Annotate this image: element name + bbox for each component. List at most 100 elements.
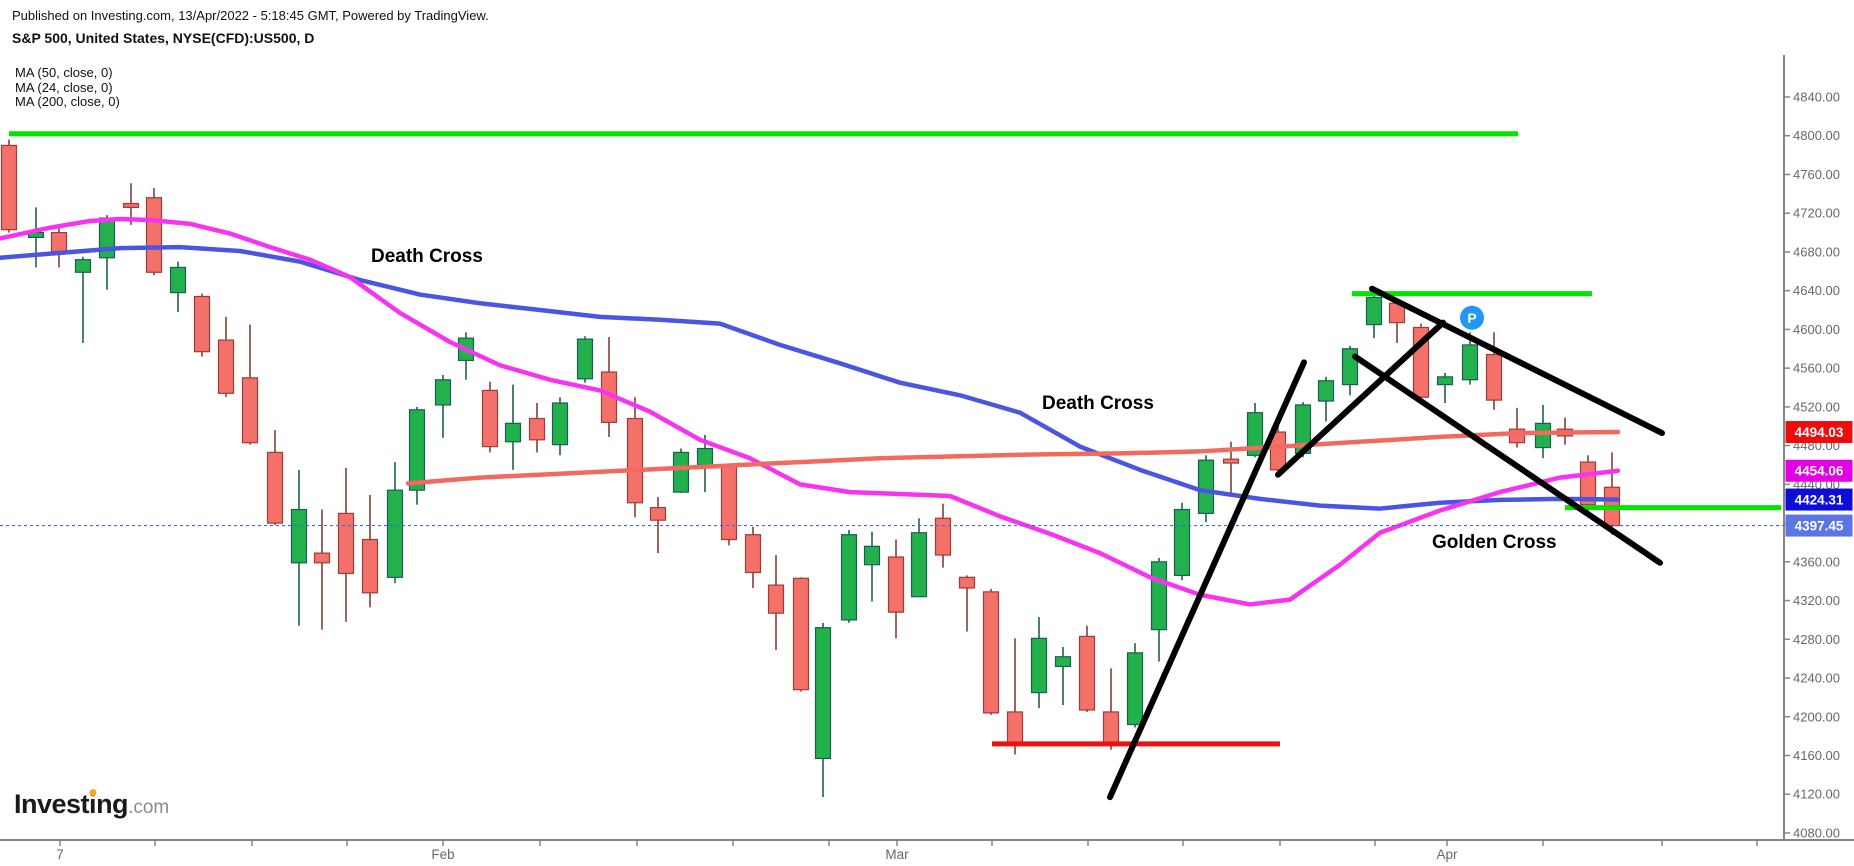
y-axis-tick-label: 4280.00 [1793, 632, 1840, 647]
candle-body [1317, 380, 1335, 402]
trend-line [1107, 359, 1307, 801]
candle [217, 316, 235, 398]
candle-body [434, 379, 452, 406]
candle-body [241, 377, 259, 444]
candle-body [863, 545, 881, 566]
y-axis-tick-label: 4600.00 [1793, 322, 1840, 337]
candle [1508, 407, 1526, 448]
price-label-value: 4494.03 [1795, 425, 1844, 440]
candle [1102, 668, 1120, 750]
candle [1388, 302, 1406, 343]
candle-body [1269, 431, 1287, 471]
p-marker-circle [1460, 305, 1484, 330]
candle-body [1030, 637, 1048, 694]
candle [145, 188, 163, 276]
candle [337, 467, 355, 622]
y-axis-tick-label: 4720.00 [1793, 206, 1840, 221]
x-axis-label: Apr [1436, 847, 1458, 862]
candle [1317, 376, 1335, 422]
candle [1030, 617, 1048, 709]
ma-200-line [405, 429, 1621, 486]
y-axis-tick-label: 4360.00 [1793, 554, 1840, 569]
candle-body [1006, 711, 1024, 746]
candle [1436, 372, 1454, 404]
candle [27, 207, 45, 268]
candle-body [50, 231, 68, 253]
y-axis-tick-label: 4800.00 [1793, 128, 1840, 143]
candle [313, 509, 331, 630]
candle-body [145, 197, 163, 273]
trend-line [1275, 319, 1446, 478]
candle [1078, 625, 1096, 712]
candle-body [840, 534, 858, 621]
candle [434, 374, 452, 438]
annotation-golden-cross: Golden Cross [1432, 532, 1557, 553]
logo-text: Invest [14, 789, 90, 819]
candle-body [626, 417, 644, 504]
y-axis-tick-label: 4760.00 [1793, 167, 1840, 182]
candle [551, 397, 569, 456]
price-label-value: 4454.06 [1795, 464, 1844, 479]
candle [169, 261, 187, 312]
candle [958, 575, 976, 632]
y-axis-tick-label: 4200.00 [1793, 709, 1840, 724]
candle [910, 518, 928, 598]
candle-body [1365, 296, 1383, 326]
candle-body [744, 534, 762, 574]
y-axis-tick-label: 4080.00 [1793, 825, 1840, 840]
candle [50, 224, 68, 268]
candle-body [1054, 656, 1072, 668]
candle-body [1461, 344, 1479, 381]
ma-legend-item-24: MA (24, close, 0) [15, 79, 113, 95]
ma-24-line [0, 216, 1621, 607]
y-axis-tick-label: 4520.00 [1793, 399, 1840, 414]
candle-body [193, 295, 211, 353]
candle [1006, 638, 1024, 755]
candle [1197, 455, 1215, 523]
ma-legend-item-200: MA (200, close, 0) [15, 94, 120, 110]
candle [1603, 452, 1621, 535]
price-label: 4397.45 [1785, 514, 1853, 537]
candle [241, 324, 259, 445]
chart-title: S&P 500, United States, NYSE(CFD):US500,… [12, 30, 315, 46]
annotation-death-cross: Death Cross [1042, 393, 1154, 414]
candle-body [169, 266, 187, 294]
x-axis-label: Mar [885, 847, 909, 862]
candle-body [1126, 652, 1144, 726]
candle-body [481, 389, 499, 448]
y-axis-tick-label: 4680.00 [1793, 244, 1840, 259]
candle-body [576, 338, 594, 380]
candle [361, 495, 379, 608]
price-label-box [1785, 459, 1853, 482]
candle-body [672, 451, 690, 493]
candle [1341, 345, 1359, 396]
price-label: 4424.31 [1785, 488, 1853, 511]
price-label-value: 4424.31 [1795, 493, 1844, 508]
candle-body [887, 556, 905, 613]
candle-body [934, 517, 952, 556]
candle [1461, 332, 1479, 385]
trend-line [1352, 353, 1663, 566]
candle [1150, 557, 1168, 662]
candle [0, 139, 18, 233]
y-axis-tick-label: 4160.00 [1793, 748, 1840, 763]
candle-body [1150, 561, 1168, 631]
x-axis-label: Feb [431, 847, 454, 862]
candle [481, 381, 499, 453]
logo-suffix: .com [128, 797, 170, 818]
candle-body [290, 508, 308, 564]
candle-body [217, 339, 235, 394]
candle-body [1485, 353, 1503, 401]
candle [266, 430, 284, 526]
candle [649, 496, 667, 554]
candle-body [1246, 412, 1264, 456]
p-marker: P [1460, 305, 1484, 330]
candle-body [122, 202, 140, 208]
price-label-value: 4397.45 [1795, 519, 1844, 534]
candle [1173, 502, 1191, 581]
candle [1485, 332, 1503, 410]
y-axis-tick-label: 4640.00 [1793, 283, 1840, 298]
logo-orange-dot-i: i [89, 789, 97, 819]
candle-body [649, 507, 667, 521]
